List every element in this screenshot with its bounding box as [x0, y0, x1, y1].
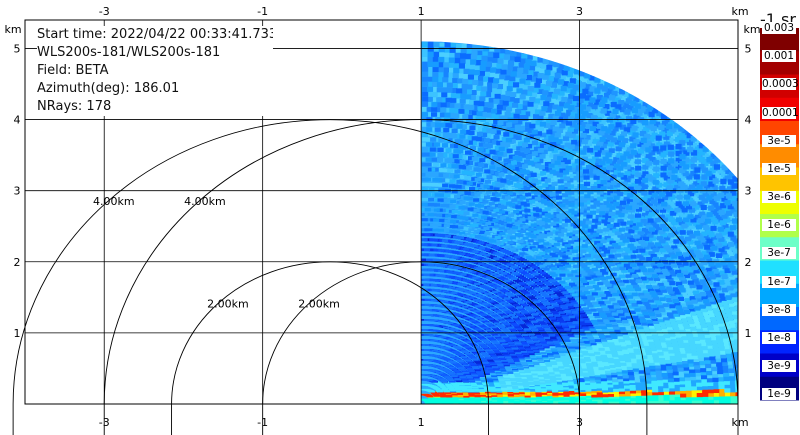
colorbar-tick-label: 1e-8	[762, 332, 796, 345]
heatmap-cells	[421, 234, 584, 383]
heatmap-cells	[421, 388, 737, 398]
colorbar-tick-label: 3e-8	[762, 303, 796, 316]
x-tick-label-bottom: -1	[257, 416, 268, 429]
y-tick-label-left: 2	[14, 256, 21, 269]
field-text: Field: BETA	[37, 63, 109, 78]
x-tick-label-top: -3	[99, 5, 110, 18]
heatmap-cells	[421, 394, 731, 404]
backscatter-heatmap	[25, 20, 738, 404]
colorbar-tick-label: 0.0001	[762, 106, 799, 119]
colorbar-tick-label: 0.0003	[762, 78, 799, 91]
plot-frame	[24, 19, 739, 405]
heatmap-cells	[421, 37, 738, 383]
range-rings: 2.00km 4.00km 2.00km 4.00km	[12, 119, 739, 435]
y-tick-label-right: 5	[745, 42, 752, 55]
y-tick-label-right: 2	[745, 256, 752, 269]
heatmap-cells	[421, 233, 595, 383]
y-tick-label-left: 5	[14, 42, 21, 55]
range-ring-label: 4.00km	[93, 195, 135, 208]
range-ring-label: 2.00km	[207, 298, 249, 311]
heatmap-cells	[421, 36, 738, 383]
range-ring	[12, 119, 648, 435]
colorbar-tick-label: 1e-6	[762, 219, 796, 232]
colorbar-tick-label: 1e-5	[762, 162, 796, 175]
instrument-text: WLS200s-181/WLS200s-181	[37, 45, 221, 60]
colorbar-tick-label: 3e-6	[762, 191, 796, 204]
heatmap-cells	[497, 297, 738, 389]
x-tick-label-bottom: 3	[576, 416, 583, 429]
x-unit-label: km	[731, 5, 748, 18]
heatmap-cells	[421, 37, 738, 383]
colorbar-tick-label: 0.001	[762, 50, 796, 63]
y-tick-label-right: 4	[745, 114, 752, 127]
sector-outline-mask	[421, 20, 738, 180]
range-ring	[103, 119, 739, 435]
colorbar-tick-label: 0.003	[762, 22, 796, 34]
heatmap-cells	[421, 393, 738, 404]
y-unit-label: km	[743, 23, 760, 36]
start-time-text: Start time: 2022/04/22 00:33:41.733	[37, 27, 273, 42]
nrays-text: NRays: 178	[37, 99, 112, 114]
heatmap-cells	[421, 40, 738, 383]
heatmap-cells	[421, 233, 590, 383]
y-tick-label-left: 3	[14, 185, 21, 198]
colorbar-tick-label: 1e-9	[762, 388, 796, 401]
colorbar-tick-label: 3e-7	[762, 247, 796, 260]
range-ring	[171, 261, 489, 435]
x-tick-label-top: 3	[576, 5, 583, 18]
heatmap-cells	[421, 36, 738, 381]
colorbar-tick-label: 3e-5	[762, 134, 796, 147]
azimuth-text: Azimuth(deg): 186.01	[37, 81, 180, 96]
y-tick-label-left: 4	[14, 114, 21, 127]
y-tick-label-right: 3	[745, 185, 752, 198]
colorbar-swatch	[760, 283, 799, 308]
range-ring-label: 4.00km	[184, 195, 226, 208]
plot-info-box: Start time: 2022/04/22 00:33:41.733 WLS2…	[37, 26, 273, 116]
y-tick-label-left: 1	[14, 327, 21, 340]
colorbar-tick-label: 1e-7	[762, 275, 796, 288]
axes: -3 -3 -1 -1 1 1 3 3 1 1 2 2 3 3 4 4 5 5 km km km km	[4, 5, 760, 429]
x-tick-label-top: -1	[257, 5, 268, 18]
x-tick-label-bottom: 1	[418, 416, 425, 429]
x-tick-label-bottom: -3	[99, 416, 110, 429]
x-tick-label-top: 1	[418, 5, 425, 18]
colorbar-tick-label: 3e-9	[762, 360, 796, 373]
x-unit-label: km	[731, 416, 748, 429]
y-tick-label-right: 1	[745, 327, 752, 340]
colorbar-swatch	[760, 144, 799, 168]
range-ring-label: 2.00km	[298, 298, 340, 311]
y-unit-label: km	[4, 23, 21, 36]
range-ring	[262, 261, 581, 435]
